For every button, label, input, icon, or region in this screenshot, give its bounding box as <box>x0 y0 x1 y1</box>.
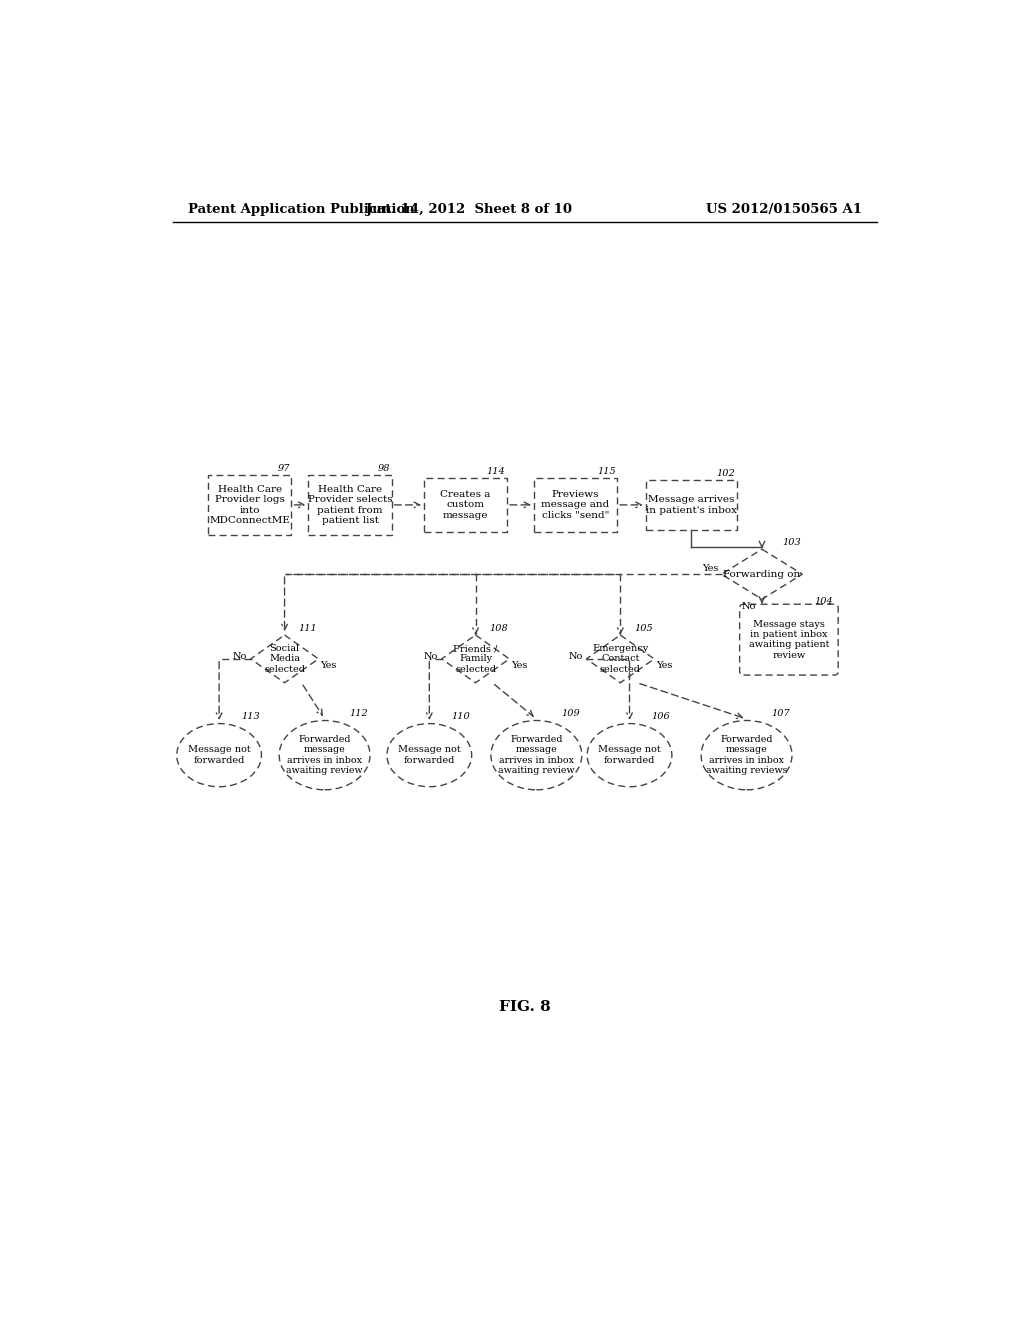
Polygon shape <box>441 635 509 682</box>
Text: 107: 107 <box>772 709 791 718</box>
Text: Previews
message and
clicks "send": Previews message and clicks "send" <box>542 490 609 520</box>
Ellipse shape <box>280 721 370 789</box>
Polygon shape <box>251 635 318 682</box>
Text: Forwarded
message
arrives in inbox
awaiting review: Forwarded message arrives in inbox await… <box>498 735 574 775</box>
Text: 108: 108 <box>489 624 508 632</box>
FancyBboxPatch shape <box>739 605 839 675</box>
Text: No: No <box>232 652 247 661</box>
Text: Message not
forwarded: Message not forwarded <box>598 746 660 764</box>
Text: Jun. 14, 2012  Sheet 8 of 10: Jun. 14, 2012 Sheet 8 of 10 <box>367 203 572 216</box>
Text: Message not
forwarded: Message not forwarded <box>398 746 461 764</box>
Text: 97: 97 <box>278 463 290 473</box>
Ellipse shape <box>387 723 472 787</box>
Text: Patent Application Publication: Patent Application Publication <box>188 203 415 216</box>
FancyBboxPatch shape <box>208 475 292 535</box>
FancyBboxPatch shape <box>646 480 736 529</box>
Text: Creates a
custom
message: Creates a custom message <box>440 490 490 520</box>
Text: Forwarded
message
arrives in inbox
awaiting reviews: Forwarded message arrives in inbox await… <box>706 735 787 775</box>
Text: Forwarded
message
arrives in inbox
awaiting review: Forwarded message arrives in inbox await… <box>287 735 362 775</box>
Text: 115: 115 <box>597 467 615 475</box>
Text: Forwarding on: Forwarding on <box>723 570 801 578</box>
Text: 102: 102 <box>716 469 735 478</box>
Text: Health Care
Provider logs
into
MDConnectME: Health Care Provider logs into MDConnect… <box>210 484 291 525</box>
Text: 103: 103 <box>782 537 801 546</box>
Text: US 2012/0150565 A1: US 2012/0150565 A1 <box>707 203 862 216</box>
Ellipse shape <box>490 721 582 789</box>
Text: Yes: Yes <box>511 660 527 669</box>
Text: 110: 110 <box>452 713 470 721</box>
Ellipse shape <box>177 723 261 787</box>
Text: No: No <box>568 652 583 661</box>
FancyBboxPatch shape <box>535 478 617 532</box>
Text: Health Care
Provider selects
patient from
patient list: Health Care Provider selects patient fro… <box>307 484 392 525</box>
Text: 114: 114 <box>486 467 506 475</box>
Text: FIG. 8: FIG. 8 <box>499 1001 551 1014</box>
Text: 105: 105 <box>634 624 652 632</box>
Text: Emergency
Contact
selected: Emergency Contact selected <box>592 644 648 673</box>
Text: Social
Media
selected: Social Media selected <box>264 644 305 673</box>
Text: No: No <box>741 602 756 611</box>
Text: 98: 98 <box>378 463 390 473</box>
Text: Friends /
Family
selected: Friends / Family selected <box>454 644 498 673</box>
Text: Yes: Yes <box>319 660 336 669</box>
Text: Message not
forwarded: Message not forwarded <box>187 746 251 764</box>
Text: Yes: Yes <box>655 660 672 669</box>
Text: 113: 113 <box>242 713 260 721</box>
Polygon shape <box>587 635 654 682</box>
Text: No: No <box>423 652 438 661</box>
FancyBboxPatch shape <box>424 478 507 532</box>
Polygon shape <box>722 549 803 599</box>
FancyBboxPatch shape <box>308 475 391 535</box>
Text: 111: 111 <box>298 624 316 632</box>
Text: 104: 104 <box>814 597 833 606</box>
Ellipse shape <box>587 723 672 787</box>
Ellipse shape <box>701 721 792 789</box>
Text: 112: 112 <box>350 709 369 718</box>
Text: Yes: Yes <box>702 564 719 573</box>
Text: Message arrives
in patient's inbox: Message arrives in patient's inbox <box>645 495 736 515</box>
Text: 109: 109 <box>561 709 581 718</box>
Text: 106: 106 <box>651 713 671 721</box>
Text: Message stays
in patient inbox
awaiting patient
review: Message stays in patient inbox awaiting … <box>749 619 829 660</box>
